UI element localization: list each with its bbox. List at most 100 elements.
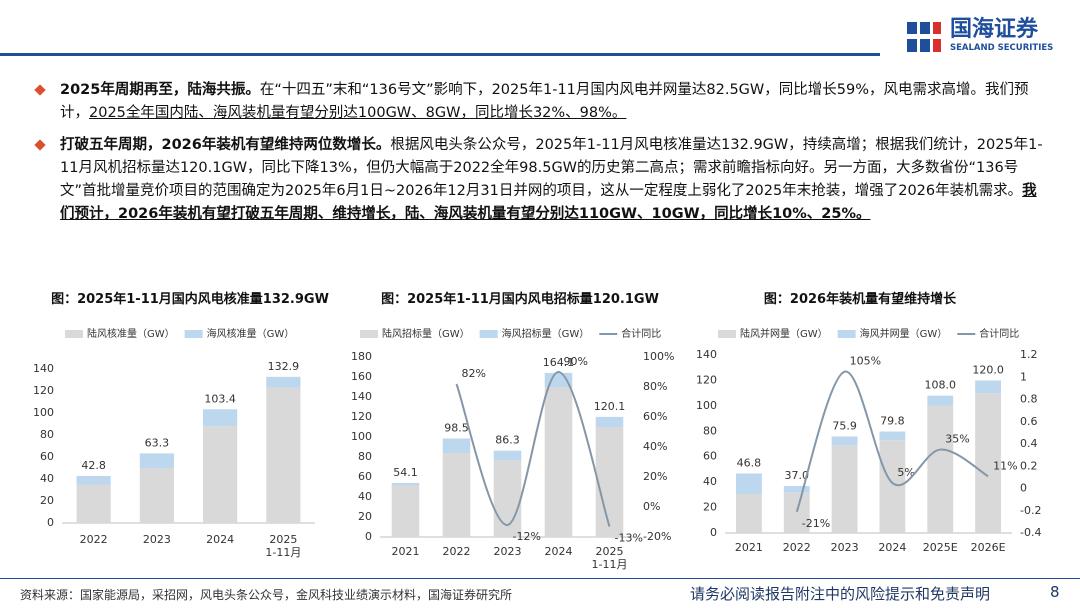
text-run: 2025年周期再至，陆海共振。 [60, 82, 260, 98]
logo-cn: 国海证券 [950, 17, 1039, 42]
legend-label: 海风并网量（GW） [860, 327, 948, 340]
y-tick-label: 0 [47, 516, 54, 529]
y-tick-label: 160 [351, 370, 372, 383]
legend-label: 陆风招标量（GW） [382, 327, 470, 340]
legend-label: 海风招标量（GW） [502, 327, 590, 340]
line-value-label: 82% [462, 367, 486, 380]
bar-segment [391, 485, 420, 537]
x-tick-label: 2023 [830, 541, 859, 554]
text-run: 根据风电头条公众号，2025年1-11月风电核准量达132.9GW，持续高增；根… [60, 137, 1043, 199]
y2-tick-label: 0.6 [1020, 415, 1038, 428]
chart-title: 图：2025年1-11月国内风电招标量120.1GW [381, 292, 659, 307]
y2-tick-label: -0.4 [1020, 526, 1041, 539]
y-tick-label: 40 [358, 490, 372, 503]
legend-label: 海风核准量（GW） [207, 327, 295, 340]
y-tick-label: 0 [365, 530, 372, 543]
x-tick-label: 2025 1-11月 [265, 533, 302, 559]
line-value-label: -12% [513, 530, 541, 543]
total-label: 132.9 [268, 360, 300, 373]
y-tick-label: 100 [351, 430, 372, 443]
y2-tick-label: 1.2 [1020, 348, 1038, 361]
y-tick-label: 80 [358, 450, 372, 463]
text-run: 2025全年国内陆、海风装机量有望分别达100GW、8GW，同比增长32%、98… [89, 105, 627, 121]
x-tick-label: 2022 [442, 545, 471, 558]
y2-tick-label: -0.2 [1020, 504, 1041, 517]
y2-tick-label: -20% [643, 530, 671, 543]
y2-tick-label: 0 [1020, 482, 1027, 495]
x-tick-label: 2026E [970, 541, 1006, 554]
y2-tick-label: 0% [643, 500, 660, 513]
x-tick-label: 2022 [782, 541, 811, 554]
line-value-label: 105% [850, 355, 881, 368]
y-tick-label: 140 [696, 348, 717, 361]
y-tick-label: 120 [351, 410, 372, 423]
total-label: 98.5 [444, 422, 469, 435]
y2-tick-label: 1 [1020, 370, 1027, 383]
bar-segment [203, 426, 238, 523]
line-value-label: 5% [897, 466, 914, 479]
line-value-label: 35% [945, 433, 969, 446]
bar-segment [927, 395, 954, 406]
x-tick-label: 2021 [391, 545, 420, 558]
bar-segment [266, 376, 301, 388]
bullet: 打破五年周期，2026年装机有望维持两位数增长。根据风电头条公众号，2025年1… [60, 134, 1050, 226]
bar-segment [831, 436, 858, 446]
bar-segment [783, 485, 810, 493]
x-tick-label: 2023 [142, 533, 171, 546]
x-tick-label: 2025E [922, 541, 958, 554]
y2-tick-label: 60% [643, 410, 667, 423]
y-tick-label: 60 [358, 470, 372, 483]
x-tick-label: 2025 1-11月 [591, 545, 628, 571]
bar-segment [544, 387, 573, 537]
text-run: 在“十四五”末和“136号文”影响下，2025年1-11月国内风电并网量达82.… [60, 82, 1029, 121]
chart-title: 图：2025年1-11月国内风电核准量132.9GW [51, 292, 329, 307]
page-number: 8 [1050, 583, 1060, 601]
legend-label: 陆风核准量（GW） [87, 327, 175, 340]
bar-segment [879, 431, 906, 441]
y-tick-label: 80 [703, 424, 717, 437]
legend-swatch [65, 330, 83, 338]
total-label: 46.8 [737, 456, 762, 469]
y2-tick-label: 100% [643, 350, 674, 363]
y-tick-label: 180 [351, 350, 372, 363]
y-tick-label: 40 [40, 472, 54, 485]
bullet: 2025年周期再至，陆海共振。在“十四五”末和“136号文”影响下，2025年1… [60, 79, 1050, 125]
footer-disclaimer: 请务必阅读报告附注中的风险提示和免责声明 [690, 585, 991, 603]
logo-en: SEALAND SECURITIES [950, 43, 1054, 53]
legend-label: 陆风并网量（GW） [740, 327, 828, 340]
line-series [455, 370, 611, 527]
bar-segment [783, 492, 810, 533]
total-label: 63.3 [145, 436, 170, 449]
total-label: 108.0 [925, 379, 957, 392]
line-value-label: 11% [993, 459, 1017, 472]
legend-swatch [479, 330, 498, 338]
y2-tick-label: 0.4 [1020, 437, 1038, 450]
y2-tick-label: 0.8 [1020, 393, 1038, 406]
bar-segment [595, 416, 624, 427]
bar-segment [139, 468, 174, 523]
x-tick-label: 2021 [734, 541, 763, 554]
bar-segment [975, 380, 1001, 394]
x-tick-label: 2023 [493, 545, 522, 558]
text-run: 我们预计，2026年装机有望打破五年周期、维持增长，陆、海风装机量有望分别达11… [60, 183, 1037, 222]
y-tick-label: 100 [33, 406, 54, 419]
y-tick-label: 60 [40, 450, 54, 463]
bar-segment [736, 493, 762, 533]
footer-source: 资料来源：国家能源局，采招网，风电头条公众号，金风科技业绩演示材料，国海证券研究… [20, 588, 513, 602]
bar-segment [595, 427, 624, 537]
line-series [795, 370, 989, 513]
y-tick-label: 120 [696, 373, 717, 386]
bar-segment [76, 484, 111, 523]
x-tick-label: 2024 [878, 541, 907, 554]
y-tick-label: 100 [696, 399, 717, 412]
y-tick-label: 20 [358, 510, 372, 523]
header-rule [0, 53, 880, 56]
bar-segment [139, 453, 174, 468]
total-label: 120.0 [972, 363, 1004, 376]
bar-segment [927, 405, 954, 533]
y-tick-label: 20 [40, 494, 54, 507]
y-tick-label: 40 [703, 475, 717, 488]
y-tick-label: 20 [703, 501, 717, 514]
